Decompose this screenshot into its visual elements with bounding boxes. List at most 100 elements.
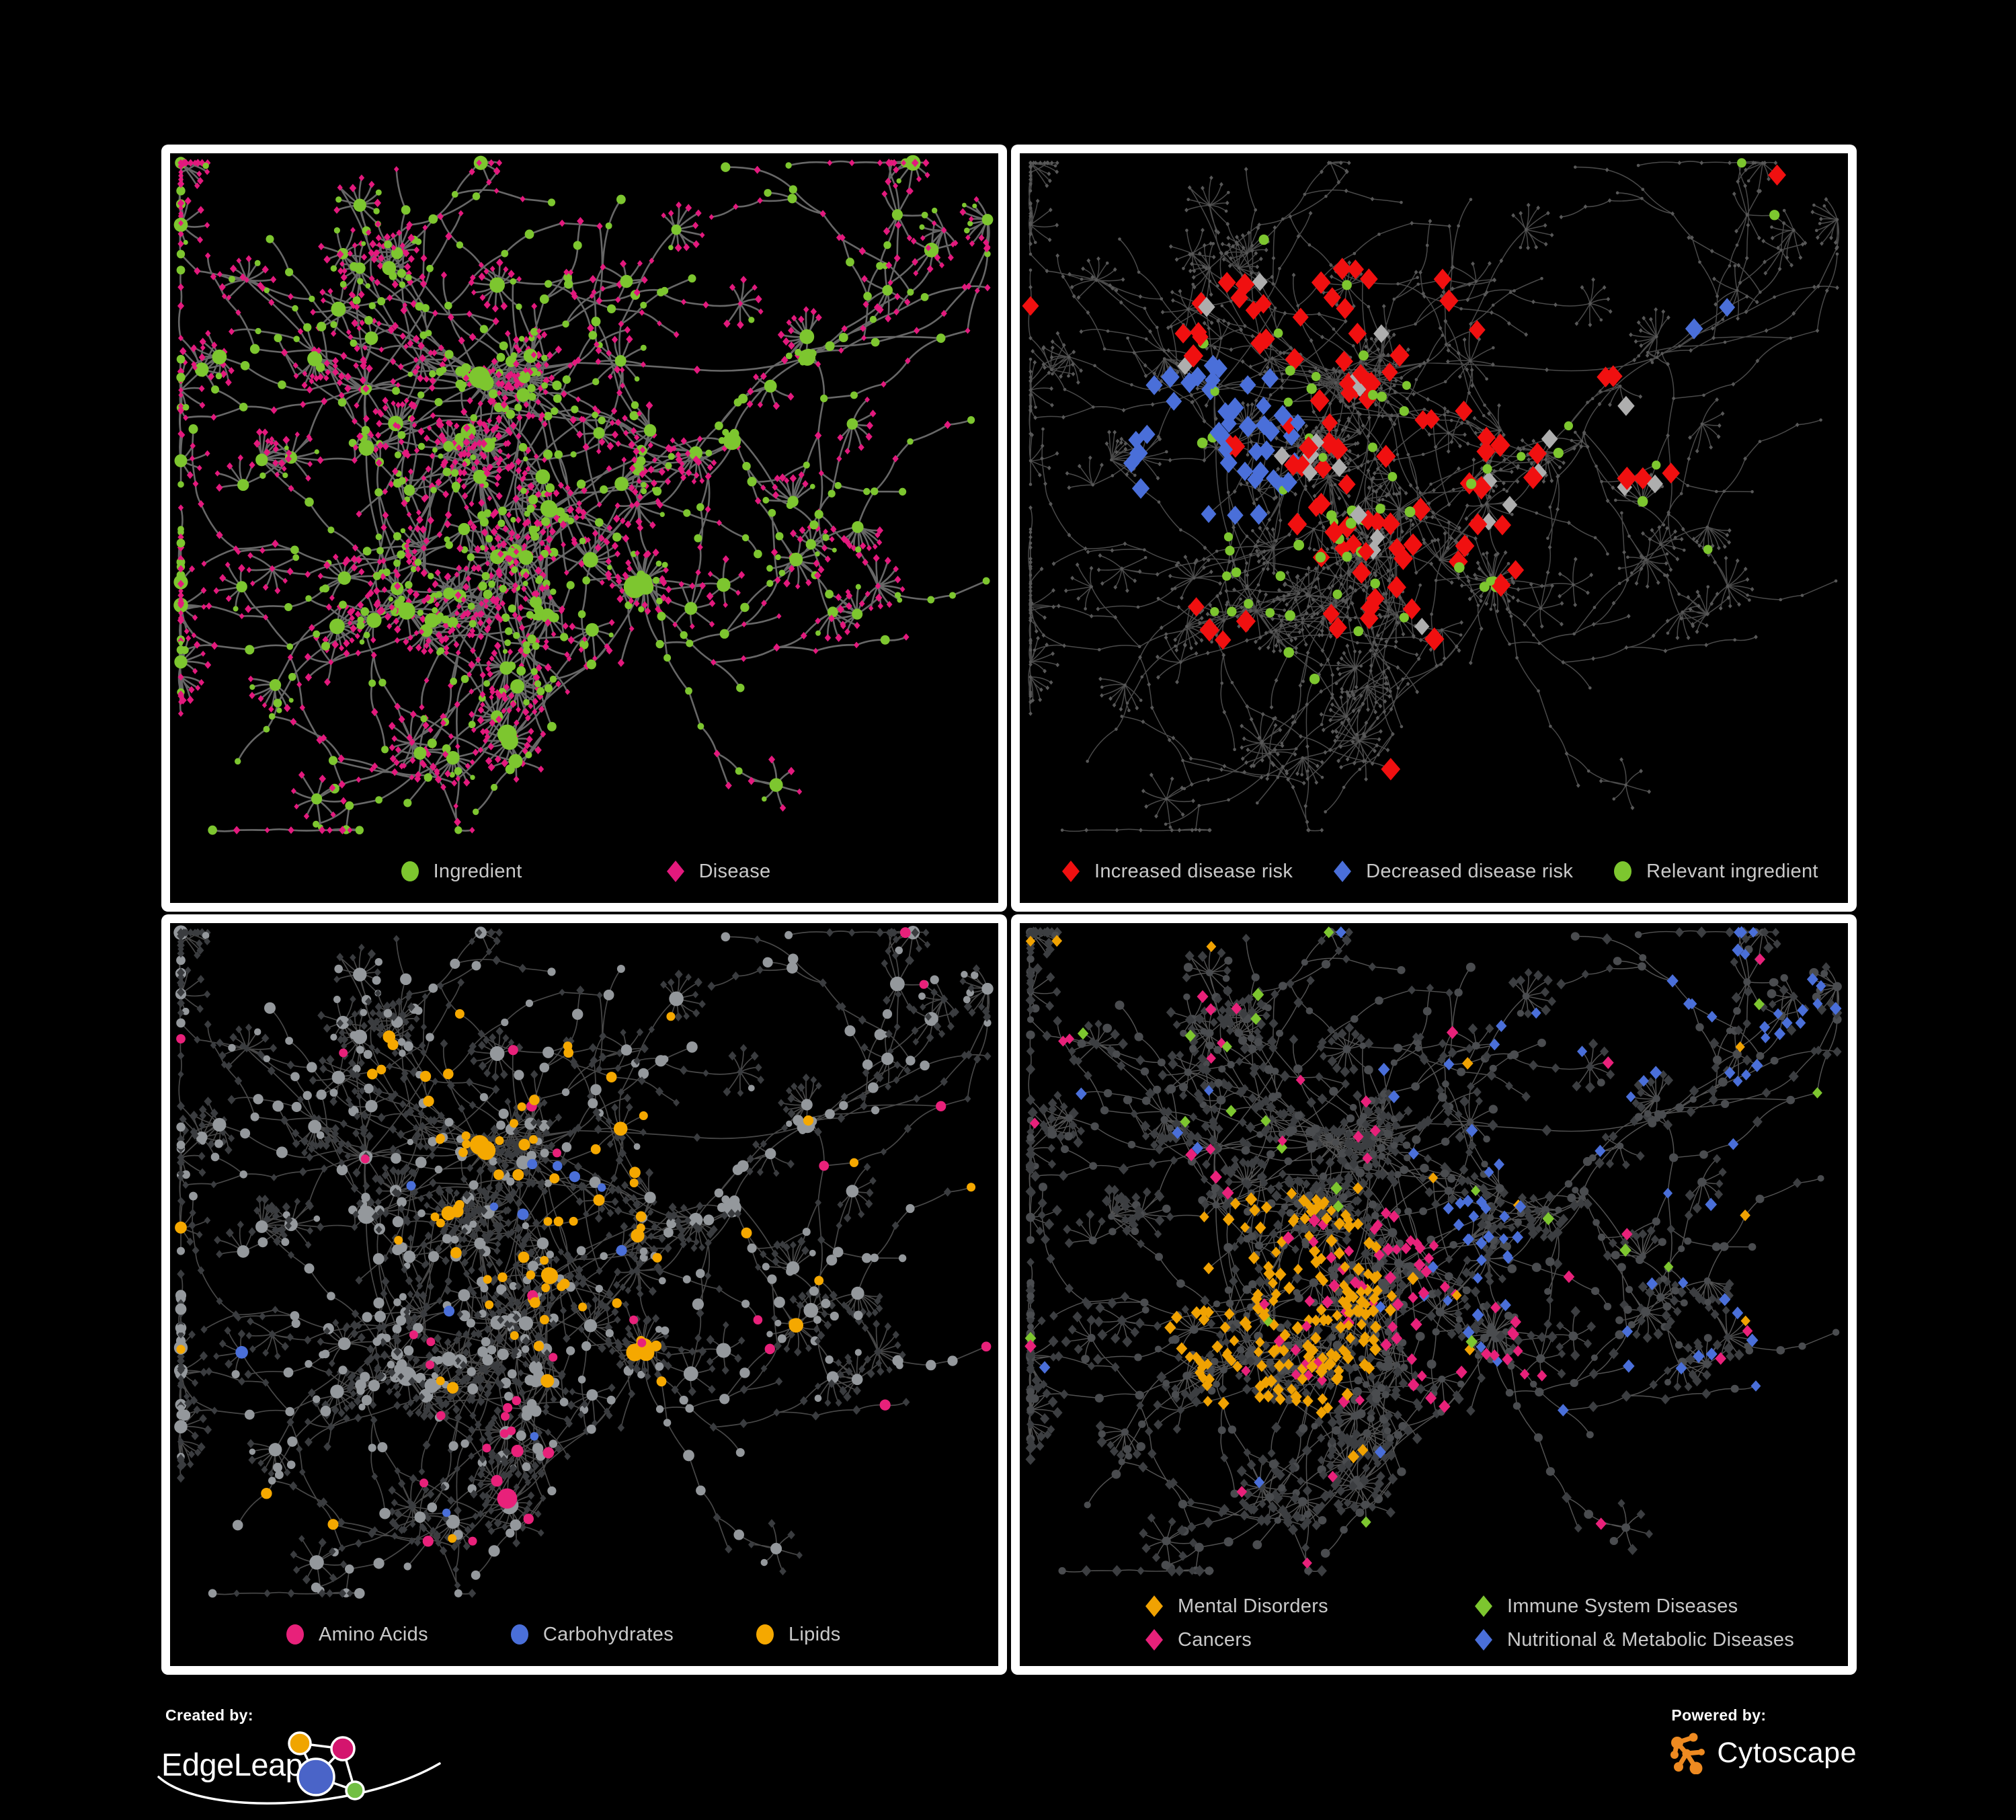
graph-node[interactable]	[519, 335, 525, 342]
graph-node[interactable]	[404, 1218, 411, 1226]
graph-node[interactable]	[1350, 504, 1367, 525]
graph-node[interactable]	[517, 1146, 526, 1156]
graph-node[interactable]	[620, 274, 633, 288]
graph-node[interactable]	[901, 159, 906, 166]
graph-node[interactable]	[469, 711, 475, 718]
graph-node[interactable]	[177, 1052, 185, 1060]
graph-node[interactable]	[211, 342, 218, 349]
graph-node[interactable]	[1517, 452, 1526, 461]
graph-node[interactable]	[1641, 188, 1645, 192]
graph-node[interactable]	[1048, 207, 1053, 212]
graph-node[interactable]	[672, 621, 678, 628]
graph-node[interactable]	[458, 210, 464, 216]
graph-node[interactable]	[1523, 466, 1543, 489]
graph-node[interactable]	[319, 1056, 327, 1065]
graph-node[interactable]	[399, 1293, 407, 1301]
graph-node[interactable]	[527, 634, 536, 644]
graph-node[interactable]	[589, 274, 597, 284]
graph-node[interactable]	[544, 684, 553, 693]
graph-node[interactable]	[420, 254, 428, 262]
graph-node[interactable]	[1190, 828, 1195, 833]
graph-node[interactable]	[1359, 536, 1363, 541]
graph-node[interactable]	[1479, 442, 1484, 447]
graph-node[interactable]	[1603, 365, 1623, 387]
graph-node[interactable]	[1328, 717, 1332, 723]
graph-node[interactable]	[1359, 271, 1363, 276]
graph-node[interactable]	[1515, 479, 1520, 484]
graph-node[interactable]	[903, 633, 910, 641]
graph-node[interactable]	[1654, 307, 1658, 312]
graph-node[interactable]	[1139, 699, 1143, 702]
graph-node[interactable]	[641, 487, 647, 495]
graph-node[interactable]	[737, 301, 743, 307]
graph-node[interactable]	[522, 366, 528, 374]
graph-node[interactable]	[382, 1164, 389, 1173]
graph-node[interactable]	[177, 592, 184, 600]
graph-node[interactable]	[1579, 444, 1584, 449]
graph-node[interactable]	[1191, 292, 1211, 315]
graph-node[interactable]	[1477, 566, 1482, 571]
graph-node[interactable]	[1256, 225, 1260, 231]
graph-node[interactable]	[1144, 337, 1148, 341]
graph-node[interactable]	[1477, 426, 1496, 448]
graph-node[interactable]	[628, 440, 635, 449]
graph-node[interactable]	[614, 477, 629, 491]
graph-node[interactable]	[508, 1039, 515, 1046]
graph-node[interactable]	[391, 280, 399, 289]
graph-node[interactable]	[690, 1244, 698, 1253]
graph-node[interactable]	[1396, 282, 1400, 286]
graph-node[interactable]	[1029, 268, 1033, 272]
graph-node[interactable]	[1226, 235, 1231, 241]
graph-node[interactable]	[579, 537, 586, 545]
graph-node[interactable]	[825, 590, 834, 599]
graph-node[interactable]	[1319, 432, 1339, 455]
graph-node[interactable]	[1039, 566, 1044, 571]
graph-node[interactable]	[432, 309, 438, 317]
graph-node[interactable]	[178, 231, 184, 237]
graph-node[interactable]	[652, 457, 657, 463]
graph-node[interactable]	[1076, 295, 1081, 300]
graph-node[interactable]	[444, 350, 454, 359]
graph-node[interactable]	[372, 976, 381, 985]
graph-node[interactable]	[371, 1212, 380, 1222]
graph-node[interactable]	[1239, 327, 1243, 332]
graph-node[interactable]	[576, 479, 586, 489]
graph-node[interactable]	[588, 1060, 596, 1069]
graph-node[interactable]	[1329, 500, 1334, 506]
graph-node[interactable]	[1387, 577, 1392, 581]
graph-node[interactable]	[333, 553, 339, 561]
graph-node[interactable]	[1404, 506, 1416, 518]
graph-node[interactable]	[176, 249, 186, 259]
graph-node[interactable]	[1459, 420, 1464, 426]
graph-node[interactable]	[1397, 507, 1400, 510]
graph-node[interactable]	[398, 715, 405, 723]
graph-node[interactable]	[313, 1142, 320, 1150]
graph-node[interactable]	[574, 1271, 583, 1281]
graph-node[interactable]	[1385, 686, 1389, 692]
graph-node[interactable]	[623, 430, 629, 436]
graph-node[interactable]	[327, 288, 333, 294]
graph-node[interactable]	[1305, 820, 1309, 824]
graph-node[interactable]	[216, 1250, 223, 1259]
graph-node[interactable]	[1029, 379, 1033, 383]
graph-node[interactable]	[519, 624, 526, 632]
graph-node[interactable]	[1369, 663, 1373, 668]
graph-node[interactable]	[495, 603, 502, 612]
graph-node[interactable]	[1248, 442, 1264, 462]
graph-node[interactable]	[1320, 723, 1324, 726]
graph-node[interactable]	[586, 659, 596, 670]
graph-node[interactable]	[510, 278, 516, 285]
graph-node[interactable]	[485, 756, 493, 765]
graph-node[interactable]	[1188, 251, 1192, 257]
graph-node[interactable]	[456, 468, 464, 477]
graph-node[interactable]	[757, 1168, 764, 1177]
graph-node[interactable]	[1335, 350, 1353, 372]
graph-node[interactable]	[182, 1181, 190, 1189]
graph-node[interactable]	[487, 1458, 495, 1466]
graph-node[interactable]	[1710, 543, 1715, 549]
graph-node[interactable]	[1029, 541, 1033, 545]
graph-node[interactable]	[1822, 204, 1826, 208]
graph-node[interactable]	[463, 565, 469, 572]
graph-node[interactable]	[458, 385, 465, 393]
graph-node[interactable]	[426, 264, 434, 272]
